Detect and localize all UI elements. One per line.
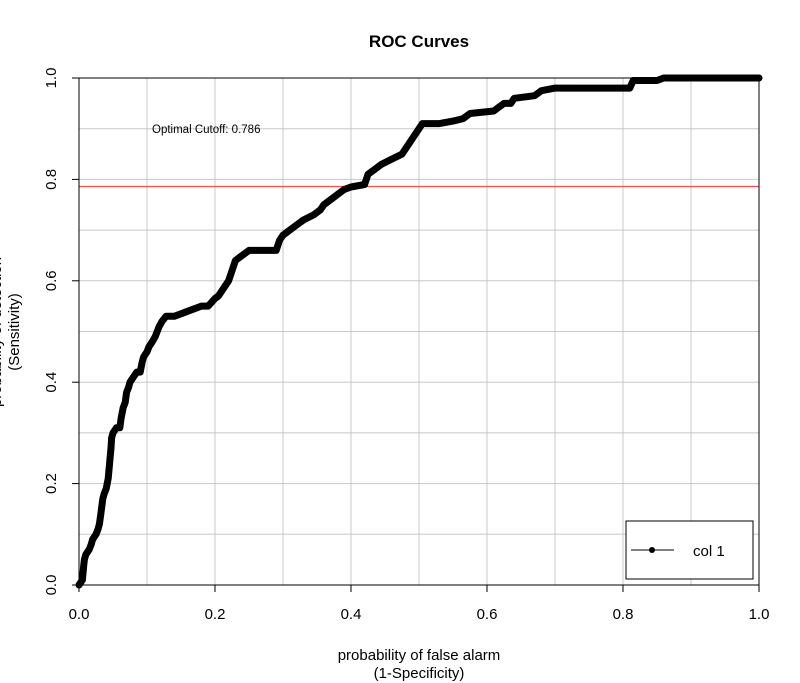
plot-frame	[78, 77, 760, 586]
grid	[78, 77, 760, 586]
x-axis-label-line2: (1-Specificity)	[374, 665, 465, 682]
y-tick-label: 0.6	[43, 270, 60, 291]
y-tick-label: 1.0	[43, 68, 60, 89]
y-tick-label: 0.8	[43, 169, 60, 190]
series-layer	[75, 74, 763, 589]
x-tick-label: 0.8	[613, 606, 634, 623]
legend-label: col 1	[693, 543, 725, 560]
axes: 0.0 0.2 0.4 0.6 0.8 1.0 0.0 0.2 0.4 0.6 0.8 1.0	[43, 68, 769, 623]
x-tick-label: 0.6	[477, 606, 498, 623]
x-axis-label-line1: probability of false alarm	[338, 647, 501, 664]
y-tick-label: 0.4	[43, 372, 60, 393]
y-tick-label: 0.0	[43, 575, 60, 596]
y-axis-label-line1: probability of detection	[0, 257, 5, 407]
y-tick-label: 0.2	[43, 473, 60, 494]
optimal-cutoff-annotation: Optimal Cutoff: 0.786	[152, 124, 260, 136]
x-tick-label: 0.2	[205, 606, 226, 623]
y-axis-label-line2: (Sensitivity)	[6, 293, 23, 371]
x-tick-label: 0.4	[341, 606, 362, 623]
legend: col 1	[625, 520, 754, 580]
chart-title: ROC Curves	[369, 32, 469, 51]
x-tick-label: 1.0	[749, 606, 770, 623]
legend-marker-swatch	[649, 547, 655, 553]
x-tick-label: 0.0	[69, 606, 90, 623]
